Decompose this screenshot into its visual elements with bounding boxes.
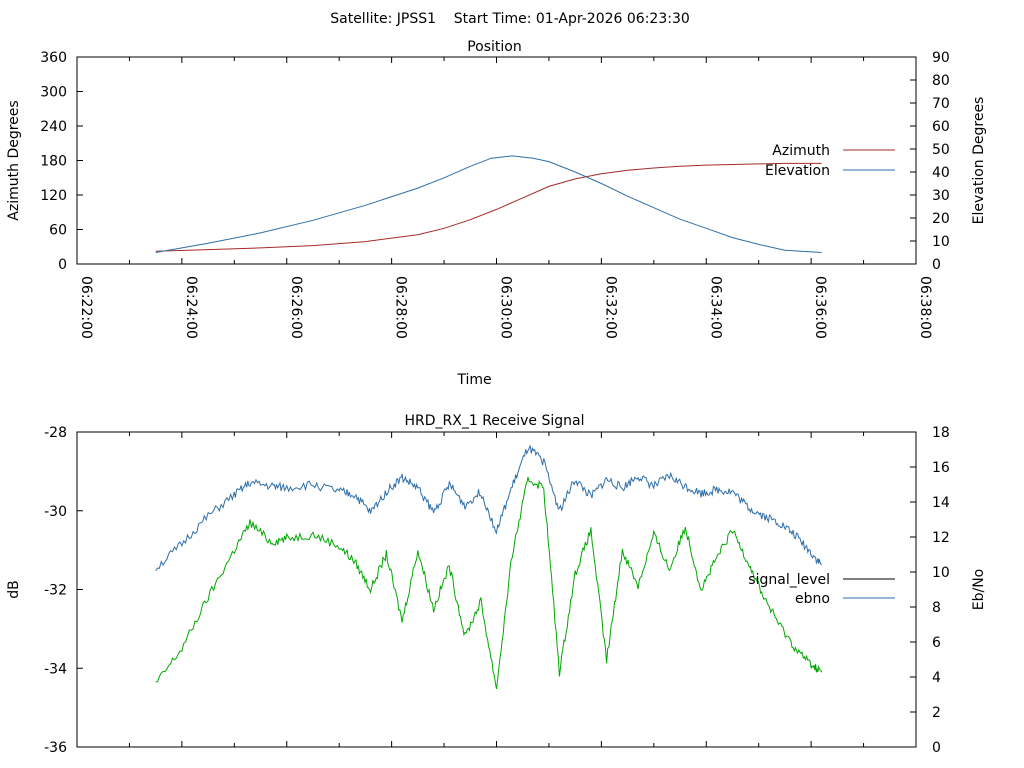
y2-tick-label: 4: [932, 670, 941, 686]
legend-label: ebno: [795, 591, 830, 607]
y2-tick-label: 40: [932, 165, 950, 181]
y-tick-label: 180: [40, 154, 67, 170]
legend-label: signal_level: [748, 572, 830, 588]
y-tick-label: -36: [44, 740, 67, 756]
y2-tick-label: 70: [932, 96, 950, 112]
y2-tick-label: 14: [932, 495, 950, 511]
y-tick-label: 120: [40, 188, 67, 204]
y2-tick-label: 10: [932, 234, 950, 250]
receive-signal-panel: HRD_RX_1 Receive Signal -36 -34 -32 -30 -28 0 2…: [6, 413, 987, 756]
y2-tick-label: 16: [932, 460, 950, 476]
y2-tick-label: 80: [932, 73, 950, 89]
y-tick-label: -34: [44, 661, 67, 677]
x-tick-label: 06:24:00: [183, 276, 199, 339]
y-tick-label: 0: [58, 257, 67, 273]
y2-tick-label: 30: [932, 188, 950, 204]
y2-axis-label: Elevation Degrees: [971, 97, 987, 225]
y-tick-label: 60: [49, 223, 67, 239]
y2-tick-label: 0: [932, 740, 941, 756]
series-line-azimuth: [155, 162, 822, 252]
y-tick-label: -30: [44, 504, 67, 520]
y2-tick-label: 90: [932, 50, 950, 66]
y2-tick-label: 18: [932, 425, 950, 441]
x-axis-label: Time: [456, 372, 491, 388]
position-panel: Position 06:22:00 06:24:00 06:26:00 06:28:00…: [6, 39, 987, 388]
y2-tick-label: 2: [932, 705, 941, 721]
y2-tick-label: 20: [932, 211, 950, 227]
x-tick-label: 06:32:00: [602, 276, 618, 339]
y2-tick-label: 6: [932, 635, 941, 651]
series-line-signal-level: [155, 476, 823, 689]
x-tick-label: 06:34:00: [707, 276, 723, 339]
series-line-elevation: [155, 155, 822, 253]
x-tick-label: 06:38:00: [917, 276, 933, 339]
plot-frame: [76, 431, 917, 748]
x-tick-label: 06:36:00: [812, 276, 828, 339]
x-tick-label: 06:30:00: [498, 276, 514, 339]
y-tick-label: 240: [40, 119, 67, 135]
legend-label: Azimuth: [772, 143, 830, 159]
y-tick-label: 360: [40, 50, 67, 66]
y-tick-label: -28: [44, 425, 67, 441]
y2-axis-label: Eb/No: [971, 569, 987, 611]
page-title: Satellite: JPSS1 Start Time: 01-Apr-2026…: [330, 11, 690, 27]
y2-tick-label: 50: [932, 142, 950, 158]
y2-tick-label: 10: [932, 565, 950, 581]
y2-tick-label: 60: [932, 119, 950, 135]
chart-title: HRD_RX_1 Receive Signal: [405, 413, 585, 429]
y2-tick-label: 0: [932, 257, 941, 273]
legend-label: Elevation: [765, 163, 830, 179]
y-axis-label: dB: [6, 580, 22, 599]
x-tick-label: 06:28:00: [393, 276, 409, 339]
y2-tick-label: 12: [932, 530, 950, 546]
series-line-ebno: [155, 445, 822, 571]
x-tick-label: 06:26:00: [288, 276, 304, 339]
plot-frame: [76, 56, 917, 265]
chart-title: Position: [467, 39, 522, 55]
y2-tick-label: 8: [932, 600, 941, 616]
y-axis-label: Azimuth Degrees: [6, 100, 22, 220]
x-tick-label: 06:22:00: [78, 276, 94, 339]
y-tick-label: -32: [44, 583, 67, 599]
y-tick-label: 300: [40, 85, 67, 101]
